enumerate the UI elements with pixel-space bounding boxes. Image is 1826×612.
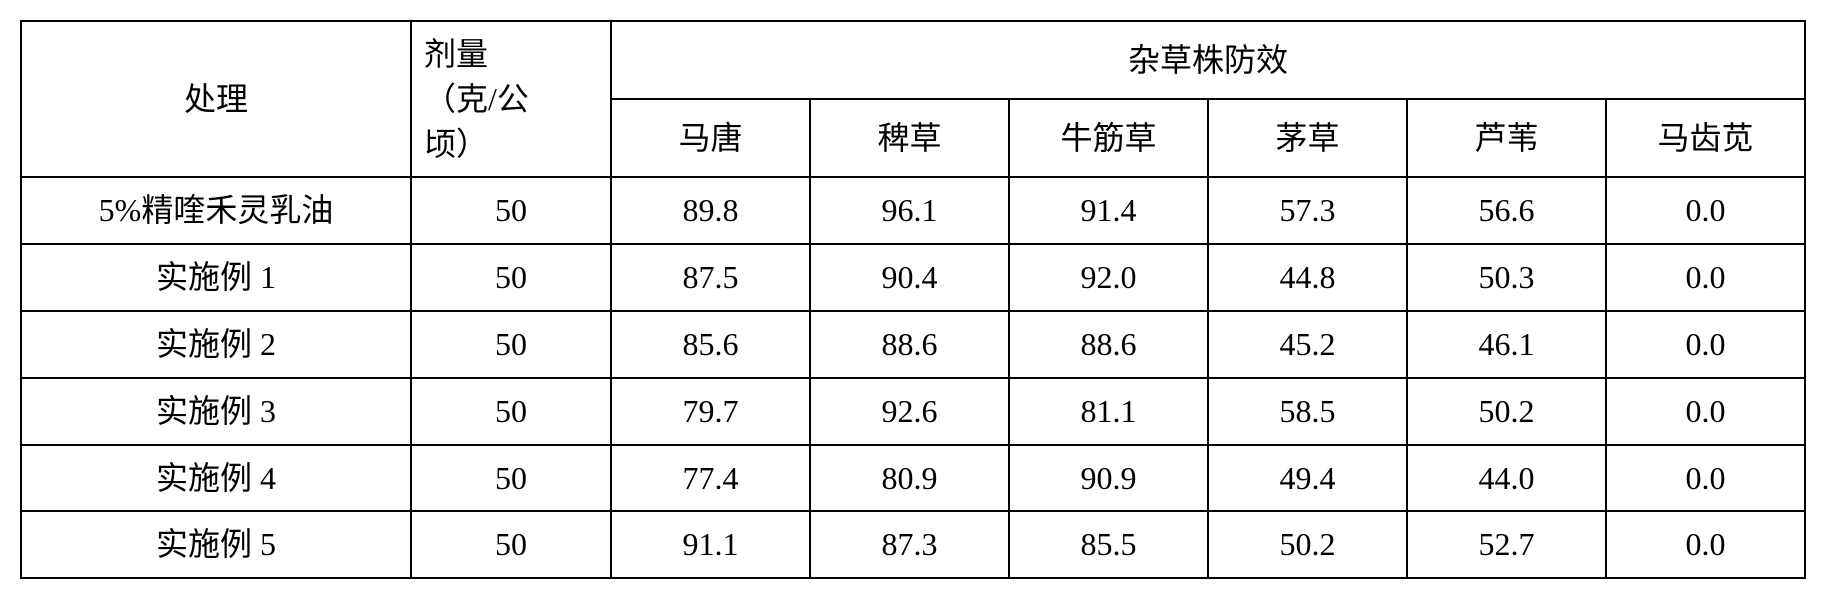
cell-treatment: 实施例 5	[21, 511, 411, 578]
cell-value: 0.0	[1606, 311, 1805, 378]
cell-value: 44.8	[1208, 244, 1407, 311]
header-weed-5: 马齿苋	[1606, 99, 1805, 177]
cell-value: 90.4	[810, 244, 1009, 311]
efficacy-table: 处理 剂量（克/公顷） 杂草株防效 马唐 稗草 牛筋草 茅草 芦苇 马齿苋 5%…	[20, 20, 1806, 579]
table-row: 实施例 1 50 87.5 90.4 92.0 44.8 50.3 0.0	[21, 244, 1805, 311]
cell-treatment: 实施例 3	[21, 378, 411, 445]
cell-value: 46.1	[1407, 311, 1606, 378]
cell-value: 85.5	[1009, 511, 1208, 578]
cell-value: 77.4	[611, 445, 810, 512]
cell-value: 49.4	[1208, 445, 1407, 512]
cell-value: 91.4	[1009, 177, 1208, 244]
header-weed-3: 茅草	[1208, 99, 1407, 177]
cell-dose: 50	[411, 311, 611, 378]
table-row: 实施例 4 50 77.4 80.9 90.9 49.4 44.0 0.0	[21, 445, 1805, 512]
cell-value: 91.1	[611, 511, 810, 578]
cell-dose: 50	[411, 511, 611, 578]
cell-value: 79.7	[611, 378, 810, 445]
cell-value: 0.0	[1606, 177, 1805, 244]
cell-treatment: 5%精喹禾灵乳油	[21, 177, 411, 244]
cell-value: 50.3	[1407, 244, 1606, 311]
cell-value: 92.0	[1009, 244, 1208, 311]
cell-dose: 50	[411, 378, 611, 445]
cell-dose: 50	[411, 244, 611, 311]
cell-value: 80.9	[810, 445, 1009, 512]
header-weed-2: 牛筋草	[1009, 99, 1208, 177]
cell-value: 45.2	[1208, 311, 1407, 378]
table-row: 实施例 5 50 91.1 87.3 85.5 50.2 52.7 0.0	[21, 511, 1805, 578]
cell-value: 56.6	[1407, 177, 1606, 244]
header-efficacy-group: 杂草株防效	[611, 21, 1805, 99]
cell-value: 87.5	[611, 244, 810, 311]
cell-value: 58.5	[1208, 378, 1407, 445]
cell-value: 96.1	[810, 177, 1009, 244]
header-dose: 剂量（克/公顷）	[411, 21, 611, 177]
table-row: 5%精喹禾灵乳油 50 89.8 96.1 91.4 57.3 56.6 0.0	[21, 177, 1805, 244]
cell-value: 0.0	[1606, 511, 1805, 578]
cell-value: 92.6	[810, 378, 1009, 445]
cell-treatment: 实施例 1	[21, 244, 411, 311]
cell-value: 85.6	[611, 311, 810, 378]
header-treatment: 处理	[21, 21, 411, 177]
cell-value: 87.3	[810, 511, 1009, 578]
cell-treatment: 实施例 4	[21, 445, 411, 512]
cell-value: 52.7	[1407, 511, 1606, 578]
table-header: 处理 剂量（克/公顷） 杂草株防效 马唐 稗草 牛筋草 茅草 芦苇 马齿苋	[21, 21, 1805, 177]
cell-value: 0.0	[1606, 244, 1805, 311]
cell-value: 57.3	[1208, 177, 1407, 244]
cell-value: 0.0	[1606, 445, 1805, 512]
cell-value: 50.2	[1208, 511, 1407, 578]
cell-value: 81.1	[1009, 378, 1208, 445]
cell-dose: 50	[411, 177, 611, 244]
header-weed-4: 芦苇	[1407, 99, 1606, 177]
table-row: 实施例 3 50 79.7 92.6 81.1 58.5 50.2 0.0	[21, 378, 1805, 445]
cell-value: 44.0	[1407, 445, 1606, 512]
cell-value: 50.2	[1407, 378, 1606, 445]
header-row-1: 处理 剂量（克/公顷） 杂草株防效	[21, 21, 1805, 99]
cell-value: 88.6	[810, 311, 1009, 378]
cell-value: 90.9	[1009, 445, 1208, 512]
table-row: 实施例 2 50 85.6 88.6 88.6 45.2 46.1 0.0	[21, 311, 1805, 378]
cell-treatment: 实施例 2	[21, 311, 411, 378]
cell-dose: 50	[411, 445, 611, 512]
header-weed-1: 稗草	[810, 99, 1009, 177]
header-weed-0: 马唐	[611, 99, 810, 177]
table-body: 5%精喹禾灵乳油 50 89.8 96.1 91.4 57.3 56.6 0.0…	[21, 177, 1805, 578]
cell-value: 89.8	[611, 177, 810, 244]
cell-value: 0.0	[1606, 378, 1805, 445]
cell-value: 88.6	[1009, 311, 1208, 378]
